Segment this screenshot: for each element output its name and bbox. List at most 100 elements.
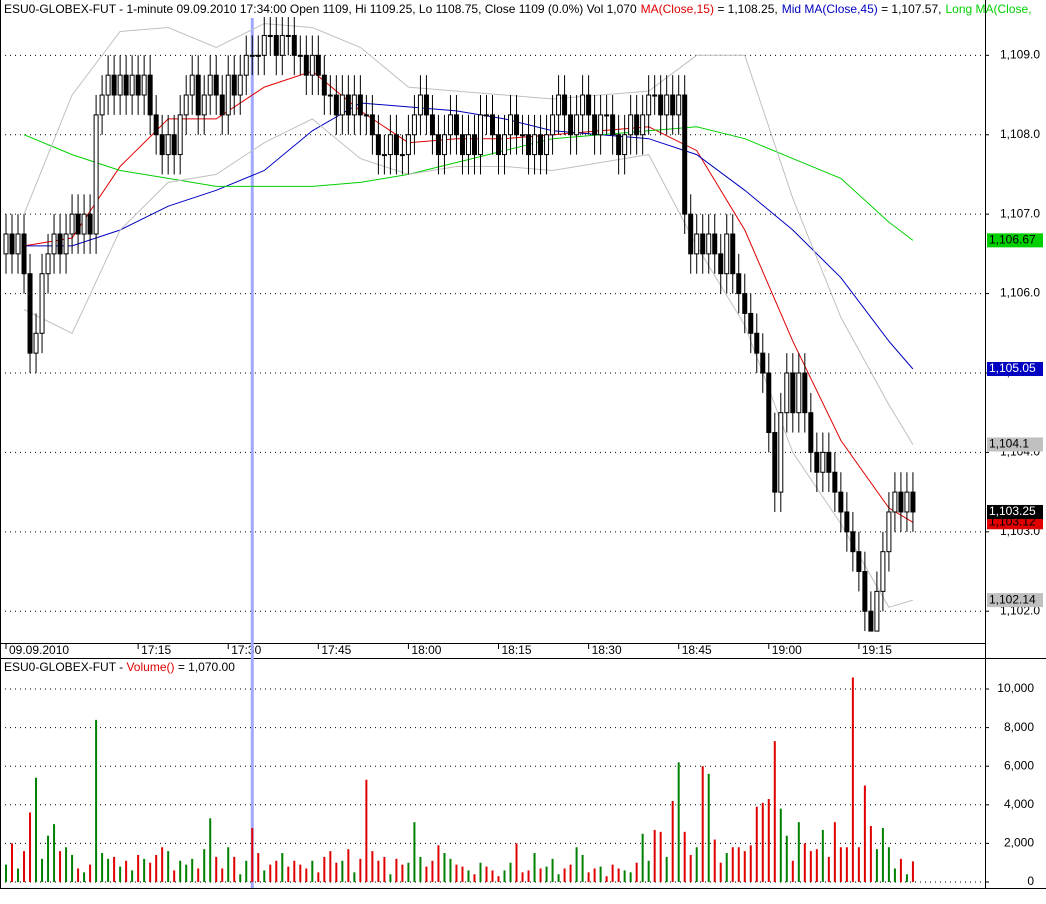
candle-body xyxy=(790,372,796,414)
candle-body xyxy=(562,94,568,116)
candle-body xyxy=(471,134,477,156)
candle-body xyxy=(189,74,195,96)
candle-body xyxy=(243,54,249,76)
candle-body xyxy=(417,94,423,116)
candle-body xyxy=(441,134,447,156)
candle-body xyxy=(117,74,123,96)
y-tick-label: 6,000 xyxy=(1004,758,1034,772)
candle-body xyxy=(784,372,790,414)
candle-body xyxy=(538,134,544,156)
price-box xyxy=(987,362,1043,377)
y-tick-label: 8,000 xyxy=(1004,720,1034,734)
candle-body xyxy=(159,134,165,156)
candle-body xyxy=(9,233,15,255)
price-box-label: 1,105.05 xyxy=(989,361,1036,375)
legend-entry: ESU0-GLOBEX-FUT - xyxy=(4,660,126,674)
price-box-label: 1,106.67 xyxy=(989,233,1036,247)
y-tick-label: 2,000 xyxy=(1004,836,1034,850)
candle-body xyxy=(730,233,736,275)
x-tick-label: 09.09.2010 xyxy=(9,643,69,657)
candle-body xyxy=(327,94,333,97)
price-box-label: 1,103.25 xyxy=(989,504,1036,518)
candle-body xyxy=(910,491,916,513)
candle-body xyxy=(297,54,303,57)
candle-body xyxy=(646,94,652,116)
candle-body xyxy=(3,233,9,255)
x-tick-label: 18:15 xyxy=(502,643,532,657)
candle-body xyxy=(27,273,33,354)
candle-body xyxy=(676,94,682,116)
candle-body xyxy=(87,213,93,235)
candle-body xyxy=(526,134,532,156)
x-tick-label: 19:00 xyxy=(772,643,802,657)
candle-body xyxy=(610,114,616,136)
candle-body xyxy=(447,114,453,136)
candle-body xyxy=(237,74,243,96)
candle-body xyxy=(465,134,471,156)
y-tick-label: 10,000 xyxy=(997,681,1034,695)
candle-body xyxy=(363,114,369,117)
candle-body xyxy=(694,233,700,255)
candle-body xyxy=(688,213,694,255)
candle-body xyxy=(880,551,886,592)
candle-body xyxy=(544,134,550,156)
candle-body xyxy=(796,372,802,414)
candle-body xyxy=(754,332,760,354)
candle-body xyxy=(772,432,778,493)
candle-body xyxy=(135,74,141,96)
candle-body xyxy=(712,233,718,255)
candle-body xyxy=(339,94,345,116)
candle-body xyxy=(634,114,640,136)
x-tick-label: 18:00 xyxy=(411,643,441,657)
candle-body xyxy=(405,134,411,156)
candle-body xyxy=(165,134,171,156)
legend-entry: = 1,070.00 xyxy=(175,660,236,674)
candle-body xyxy=(195,74,201,116)
y-tick-label: 0 xyxy=(1027,874,1034,888)
candle-body xyxy=(141,74,147,96)
candle-body xyxy=(435,134,441,156)
candle-body xyxy=(874,590,880,632)
candle-body xyxy=(345,94,351,116)
y-tick-label: 1,109.0 xyxy=(1000,47,1040,61)
candle-body xyxy=(411,114,417,136)
price-box-label: 1,102.14 xyxy=(989,592,1036,606)
candle-body xyxy=(724,233,730,275)
candle-body xyxy=(45,253,51,275)
candle-body xyxy=(862,571,868,612)
candle-body xyxy=(129,74,135,96)
candle-body xyxy=(556,94,562,116)
candle-body xyxy=(820,451,826,473)
price-box xyxy=(987,233,1043,248)
indicator-line xyxy=(23,23,914,445)
price-box-label: 1,104.1 xyxy=(989,437,1029,451)
candle-body xyxy=(369,114,375,136)
candle-body xyxy=(375,134,381,156)
x-tick-label: 18:30 xyxy=(592,643,622,657)
candle-body xyxy=(664,94,670,116)
candle-body xyxy=(219,94,225,116)
y-tick-label: 1,107.0 xyxy=(1000,206,1040,220)
candle-body xyxy=(658,94,664,116)
candle-body xyxy=(508,114,514,136)
candle-body xyxy=(580,94,586,116)
candle-body xyxy=(604,114,610,117)
candle-body xyxy=(33,332,39,354)
y-tick-label: 1,106.0 xyxy=(1000,286,1040,300)
candle-body xyxy=(453,114,459,136)
legend-entry: Mid MA(Close,45) xyxy=(782,2,878,16)
candle-body xyxy=(892,491,898,513)
candle-body xyxy=(616,134,622,156)
x-tick-label: 17:15 xyxy=(141,643,171,657)
candle-body xyxy=(586,94,592,116)
candle-body xyxy=(105,74,111,96)
candle-body xyxy=(81,213,87,235)
candle-body xyxy=(213,74,219,96)
candle-body xyxy=(520,134,526,137)
candle-body xyxy=(886,511,892,553)
candle-body xyxy=(63,233,69,255)
candle-body xyxy=(496,134,502,156)
price-box xyxy=(987,593,1043,608)
legend-value: = 1,107.57, xyxy=(878,2,942,16)
candle-body xyxy=(21,233,27,275)
